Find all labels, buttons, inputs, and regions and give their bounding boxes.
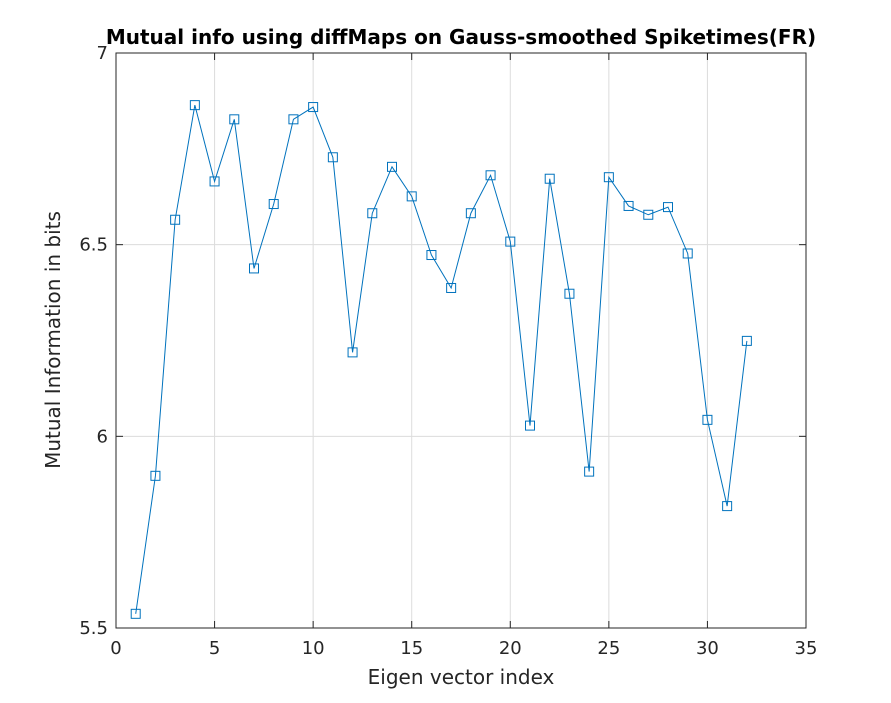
data-point-marker [465,208,476,219]
x-tick-label: 15 [400,638,423,659]
data-point-marker [525,420,535,431]
axis-ticks: 0 5 10 15 20 25 30 35 5.5 6 6.5 7 [79,43,817,659]
data-point-marker [603,172,614,183]
x-tick-label: 35 [795,638,818,659]
data-point-marker [643,209,654,220]
data-point-marker [288,114,299,125]
data-point-marker [426,250,437,261]
data-point-marker [682,248,693,259]
data-point-marker [367,208,378,219]
data-point-marker [722,501,733,512]
data-point-marker [209,176,220,187]
y-tick-label: 6.5 [79,235,108,256]
data-point-marker [741,335,752,346]
data-point-marker [584,466,595,477]
data-point-marker [347,347,358,358]
axes-box [115,52,807,629]
data-point-marker [130,608,141,619]
data-point-marker [564,288,575,299]
x-tick-label: 0 [110,638,121,659]
x-tick-label: 20 [499,638,522,659]
data-point-marker [446,282,457,293]
data-point-marker [663,202,673,213]
x-tick-label: 5 [209,638,220,659]
y-tick-label: 7 [97,43,108,64]
series-line [135,105,748,614]
x-tick-label: 10 [302,638,325,659]
data-point-marker [505,236,516,247]
data-series [130,100,752,619]
x-axis-label: Eigen vector index [368,665,555,689]
data-point-marker [189,100,200,111]
y-tick-label: 6 [97,426,108,447]
data-point-marker [623,200,634,211]
data-point-marker [150,470,161,481]
data-point-marker [387,161,397,172]
x-tick-label: 25 [597,638,620,659]
chart-title: Mutual info using diffMaps on Gauss-smoo… [106,25,816,49]
data-point-marker [249,263,259,274]
data-point-marker [229,114,240,125]
y-axis-label: Mutual Information in bits [41,211,65,469]
data-point-marker [327,152,338,163]
data-point-marker [485,170,496,181]
data-point-marker [544,173,555,184]
x-tick-label: 30 [696,638,719,659]
data-point-marker [702,414,713,425]
data-point-marker [406,191,417,202]
data-point-marker [268,199,279,210]
data-point-marker [308,102,319,113]
y-tick-label: 5.5 [79,618,108,639]
plot-area [116,53,806,628]
data-point-marker [170,214,181,225]
